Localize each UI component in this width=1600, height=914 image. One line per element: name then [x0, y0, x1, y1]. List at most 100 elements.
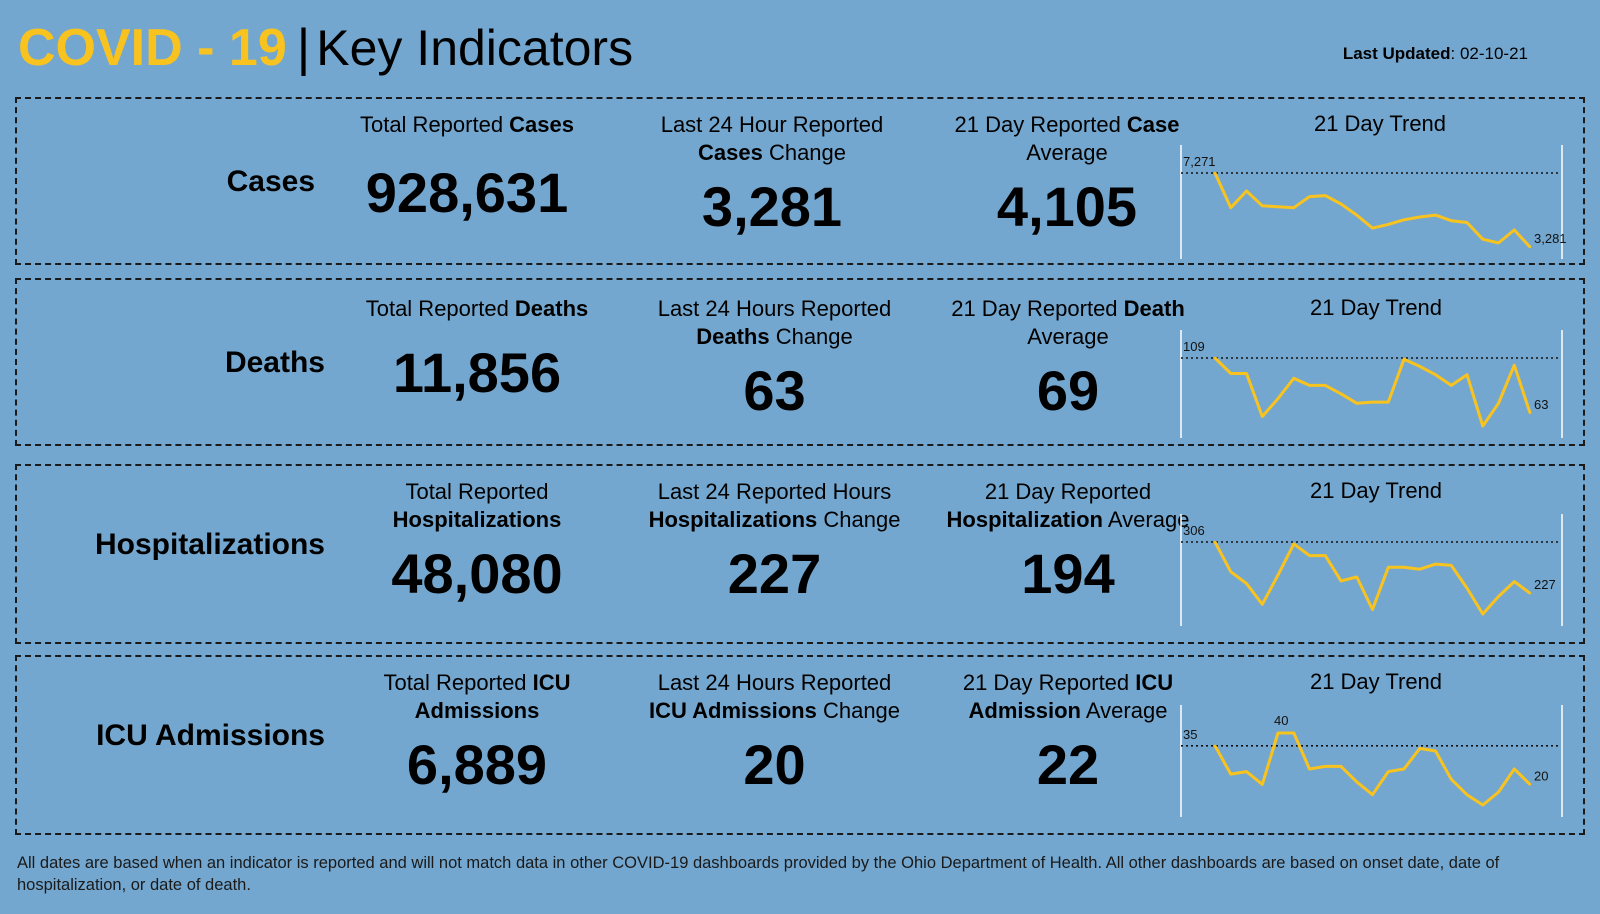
metric-value: 11,856: [392, 341, 562, 404]
trend-point: [1450, 384, 1453, 387]
trend-point: [1245, 189, 1248, 193]
panel-deaths: Deaths Total Reported Deaths 11,856 Last…: [15, 278, 1585, 446]
trend-point: [1434, 373, 1437, 376]
trend-point: [1402, 218, 1406, 221]
title-separator: |: [296, 19, 311, 77]
trend-title-hospitalizations: 21 Day Trend: [1309, 478, 1443, 503]
trend-point: [1371, 226, 1374, 230]
trend-title-cases: 21 Day Trend: [1313, 111, 1447, 136]
trend-point: [1324, 554, 1327, 557]
trend-point: [1339, 765, 1343, 768]
metric-total-deaths: Total Reported Deaths 11,856: [327, 295, 627, 403]
trend-point: [1213, 540, 1217, 544]
metric-title: Total Reported Hospitalizations: [392, 479, 562, 532]
metric-title: Total Reported Cases: [359, 112, 575, 137]
trend-point: [1213, 744, 1217, 748]
trend-label-first: 306: [1183, 523, 1205, 538]
metric-title: 21 Day Reported ICU Admission Average: [962, 670, 1174, 723]
metric-total-cases: Total Reported Cases 928,631: [317, 111, 617, 223]
metric-24h-hospitalizations: Last 24 Reported Hours Hospitalizations C…: [607, 478, 942, 604]
metric-value: 3,281: [701, 175, 843, 238]
trend-point: [1355, 213, 1358, 217]
trend-point: [1497, 595, 1500, 598]
trend-point: [1339, 202, 1343, 206]
trend-point: [1229, 772, 1232, 776]
metric-21day-cases: 21 Day Reported Case Average 4,105: [902, 111, 1232, 237]
trend-point: [1308, 384, 1311, 387]
metric-24h-icu: Last 24 Hours Reported ICU Admissions Cha…: [607, 669, 942, 795]
trend-point: [1324, 384, 1327, 387]
trend-label-peak: 40: [1274, 713, 1288, 728]
trend-point: [1513, 363, 1516, 367]
trend-series-line: [1213, 172, 1532, 249]
last-updated: Last Updated: 02-10-21: [1343, 44, 1528, 64]
trend-point: [1229, 206, 1232, 209]
trend-point: [1261, 783, 1264, 786]
metric-21day-hospitalizations: 21 Day Reported Hospitalization Average 1…: [892, 478, 1244, 604]
metric-value: 22: [1036, 733, 1100, 796]
trend-point: [1387, 223, 1390, 226]
trend-point: [1276, 573, 1280, 577]
trend-point: [1402, 357, 1406, 361]
trend-point: [1261, 204, 1264, 208]
trend-point: [1339, 579, 1343, 583]
trend-point: [1261, 415, 1264, 418]
trend-chart-hospitalizations: 306 227: [1179, 514, 1564, 626]
trend-point: [1339, 392, 1343, 395]
trend-chart-deaths: 109 63: [1179, 330, 1564, 438]
trend-point: [1402, 767, 1406, 771]
trend-point: [1355, 780, 1358, 784]
trend-point: [1513, 767, 1516, 771]
trend-point: [1528, 245, 1532, 249]
trend-point: [1450, 778, 1453, 781]
metric-total-icu: Total Reported ICU Admissions 6,889: [327, 669, 627, 795]
last-updated-label: Last Updated: [1342, 44, 1451, 63]
metric-value: 63: [743, 359, 806, 422]
dashboard-title: COVID - 19 | Key Indicators: [18, 18, 633, 88]
trend-point: [1245, 372, 1248, 375]
trend-point: [1308, 195, 1311, 198]
trend-point: [1465, 586, 1469, 590]
trend-point: [1308, 554, 1311, 557]
trend-point: [1450, 564, 1453, 567]
trend-svg-hospitalizations: 306 227: [1180, 514, 1563, 626]
metric-title: 21 Day Reported Case Average: [954, 112, 1180, 165]
trend-label-last: 3,281: [1534, 231, 1567, 246]
metric-title: Total Reported ICU Admissions: [383, 670, 571, 723]
trend-point: [1324, 765, 1327, 768]
trend-chart-cases: 7,271 3,281: [1179, 145, 1567, 259]
metric-value: 6,889: [406, 733, 548, 796]
trend-point: [1245, 582, 1248, 585]
trend-point: [1497, 402, 1500, 405]
trend-point: [1434, 213, 1437, 217]
trend-point: [1418, 747, 1421, 750]
trend-point: [1513, 580, 1516, 583]
metric-value: 48,080: [391, 542, 563, 605]
trend-point: [1371, 400, 1374, 404]
footnote-text: All dates are based when an indicator is…: [17, 854, 1500, 894]
trend-point: [1528, 592, 1532, 595]
trend-label-last: 63: [1534, 397, 1548, 412]
footnote: All dates are based when an indicator is…: [17, 852, 1577, 896]
trend-label-last: 227: [1534, 577, 1556, 592]
metric-title: 21 Day Reported Death Average: [951, 296, 1185, 349]
metric-value: 227: [727, 542, 822, 605]
trend-point: [1261, 603, 1264, 606]
trend-point: [1465, 221, 1469, 224]
metric-24h-cases: Last 24 Hour Reported Cases Change 3,281: [607, 111, 937, 237]
trend-svg-icu: 35 20 40: [1180, 705, 1563, 817]
metric-title: Last 24 Hours Reported ICU Admissions Cha…: [648, 670, 901, 723]
panel-cases: Cases Total Reported Cases 928,631 Last …: [15, 97, 1585, 265]
trend-point: [1292, 542, 1295, 546]
trend-point: [1402, 566, 1406, 569]
trend-point: [1387, 566, 1390, 569]
trend-title-deaths: 21 Day Trend: [1309, 295, 1443, 320]
trend-chart-icu: 35 20 40: [1179, 705, 1564, 817]
trend-point: [1528, 411, 1532, 415]
metric-value: 69: [1036, 359, 1100, 422]
trend-label-first: 7,271: [1183, 154, 1216, 169]
metric-title: Total Reported Deaths: [365, 296, 589, 321]
panel-icu-admissions: ICU Admissions Total Reported ICU Admissi…: [15, 655, 1585, 835]
trend-point: [1465, 373, 1469, 376]
trend-point: [1450, 219, 1453, 222]
